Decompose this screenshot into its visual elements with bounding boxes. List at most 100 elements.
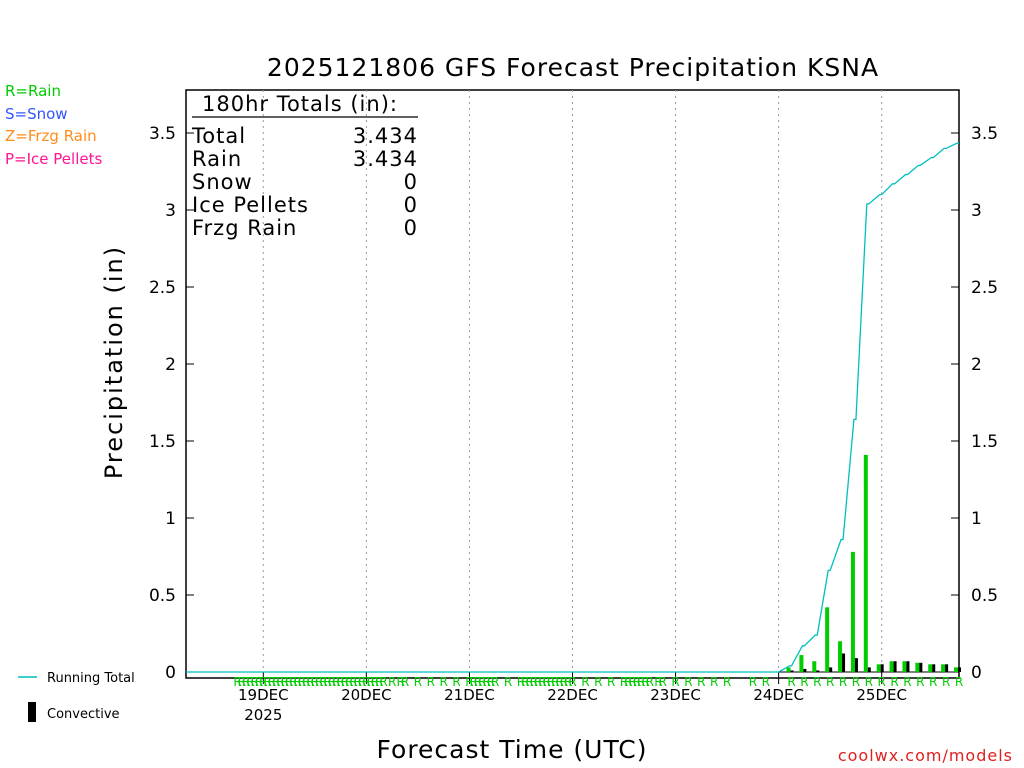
x-tick-label: 24DEC bbox=[753, 686, 804, 704]
totals-label-total: Total bbox=[191, 124, 246, 148]
x-tick-label: 23DEC bbox=[650, 686, 701, 704]
y-axis-right: 0 0.5 1 1.5 2 2.5 3 3.5 bbox=[951, 124, 998, 683]
y-tick-label-right: 0 bbox=[971, 663, 982, 683]
ptype-marker-rain: R bbox=[697, 675, 705, 689]
ptype-marker-rain: R bbox=[646, 675, 654, 689]
x-tick-label: 19DEC bbox=[238, 686, 289, 704]
ptype-marker-rain: R bbox=[749, 675, 757, 689]
ptype-marker-rain: R bbox=[551, 675, 559, 689]
ptype-marker-rain: R bbox=[362, 675, 370, 689]
ptype-marker-rain: R bbox=[547, 675, 555, 689]
ptype-marker-rain: R bbox=[388, 675, 396, 689]
ptype-marker-rain: R bbox=[517, 675, 525, 689]
legend-rain: R=Rain bbox=[5, 82, 61, 100]
rain-bar bbox=[863, 454, 868, 672]
chart-title: 2025121806 GFS Forecast Precipitation KS… bbox=[267, 53, 879, 82]
source-credit: coolwx.com/models bbox=[838, 746, 1013, 765]
convective-bar bbox=[790, 670, 794, 672]
y-tick-label-left: 0.5 bbox=[149, 586, 176, 606]
y-tick-label-right: 2.5 bbox=[971, 278, 998, 298]
ptype-marker-rain: R bbox=[336, 675, 344, 689]
ptype-marker-rain: R bbox=[555, 675, 563, 689]
totals-value-rain: 3.434 bbox=[353, 147, 418, 171]
ptype-marker-rain: R bbox=[560, 675, 568, 689]
ptype-marker-rain: R bbox=[521, 675, 529, 689]
ptype-marker-rain: R bbox=[525, 675, 533, 689]
ptype-marker-rain: R bbox=[285, 675, 293, 689]
totals-header: 180hr Totals (in): bbox=[202, 92, 398, 116]
convective-bar bbox=[932, 664, 936, 672]
x-axis-label: Forecast Time (UTC) bbox=[377, 735, 648, 764]
legend-ice: P=Ice Pellets bbox=[5, 150, 102, 168]
y-tick-label-right: 3 bbox=[971, 201, 982, 221]
ptype-marker-rain: R bbox=[371, 675, 379, 689]
convective-bar bbox=[880, 664, 884, 672]
rain-bar bbox=[915, 662, 920, 672]
rain-bar bbox=[850, 551, 855, 672]
convective-bar bbox=[867, 667, 871, 672]
legend-convective: Convective bbox=[47, 707, 120, 722]
ptype-marker-rain: R bbox=[568, 675, 576, 689]
totals-value-snow: 0 bbox=[404, 170, 418, 194]
y-tick-label-right: 1.5 bbox=[971, 432, 998, 452]
legend-frzg: Z=Frzg Rain bbox=[5, 127, 97, 145]
ptype-marker-rain: R bbox=[276, 675, 284, 689]
x-tick-label: 22DEC bbox=[547, 686, 598, 704]
ptype-marker-rain: R bbox=[311, 675, 319, 689]
ptype-marker-rain: R bbox=[366, 675, 374, 689]
rain-bar bbox=[838, 641, 843, 672]
ptype-marker-rain: R bbox=[474, 675, 482, 689]
ptype-marker-rain: R bbox=[637, 675, 645, 689]
totals-label-frzg: Frzg Rain bbox=[192, 216, 297, 240]
ptype-marker-rain: R bbox=[654, 675, 662, 689]
ptype-marker-rain: R bbox=[401, 675, 409, 689]
x-axis: 19DEC 2025 20DEC 21DEC 22DEC 23DEC 24DEC 25DEC bbox=[186, 671, 959, 724]
ptype-marker-rain: R bbox=[465, 675, 473, 689]
ptype-marker-rain: R bbox=[865, 675, 873, 689]
ptype-marker-rain: R bbox=[439, 675, 447, 689]
ptype-marker-rain: R bbox=[263, 675, 271, 689]
y-axis-label: Precipitation (in) bbox=[100, 245, 128, 479]
ptype-marker-rain: R bbox=[594, 675, 602, 689]
ptype-marker-rain: R bbox=[293, 675, 301, 689]
ptype-marker-rain: R bbox=[710, 675, 718, 689]
ptype-marker-rain: R bbox=[478, 675, 486, 689]
ptype-marker-rain: R bbox=[890, 675, 898, 689]
legend-running-total: Running Total bbox=[47, 671, 135, 686]
totals-label-rain: Rain bbox=[192, 147, 242, 171]
ptype-marker-rain: R bbox=[289, 675, 297, 689]
ptype-marker-rain: R bbox=[414, 675, 422, 689]
ptype-marker-rain: R bbox=[839, 675, 847, 689]
ptype-marker-rain: R bbox=[298, 675, 306, 689]
x-tick-sublabel: 2025 bbox=[244, 706, 282, 724]
rain-bar bbox=[928, 664, 933, 672]
convective-bar bbox=[803, 668, 807, 672]
ptype-marker-rain: R bbox=[641, 675, 649, 689]
ptype-marker-rain: R bbox=[659, 675, 667, 689]
rain-bar bbox=[799, 655, 804, 672]
totals-box: 180hr Totals (in): Total 3.434 Rain 3.43… bbox=[191, 92, 418, 240]
legend-snow: S=Snow bbox=[5, 105, 68, 123]
y-tick-label-right: 1 bbox=[971, 509, 982, 529]
ptype-marker-rain: R bbox=[242, 675, 250, 689]
running-total-group bbox=[186, 142, 959, 673]
ptype-marker-rain: R bbox=[633, 675, 641, 689]
ptype-marker-rain: R bbox=[787, 675, 795, 689]
ptype-marker-rain: R bbox=[929, 675, 937, 689]
ptype-marker-rain: R bbox=[852, 675, 860, 689]
ptype-marker-rain: R bbox=[272, 675, 280, 689]
rain-bar bbox=[876, 664, 881, 672]
x-tick-label: 20DEC bbox=[341, 686, 392, 704]
ptype-marker-rain: R bbox=[723, 675, 731, 689]
ptype-marker-rain: R bbox=[800, 675, 808, 689]
rain-bar bbox=[825, 607, 830, 672]
ptype-marker-rain: R bbox=[624, 675, 632, 689]
ptype-marker-rain: R bbox=[255, 675, 263, 689]
ptype-marker-rain: R bbox=[487, 675, 495, 689]
y-tick-label-left: 0 bbox=[165, 663, 176, 683]
convective-bar bbox=[829, 667, 833, 672]
ptype-marker-rain: R bbox=[332, 675, 340, 689]
ptype-marker-rain: R bbox=[354, 675, 362, 689]
